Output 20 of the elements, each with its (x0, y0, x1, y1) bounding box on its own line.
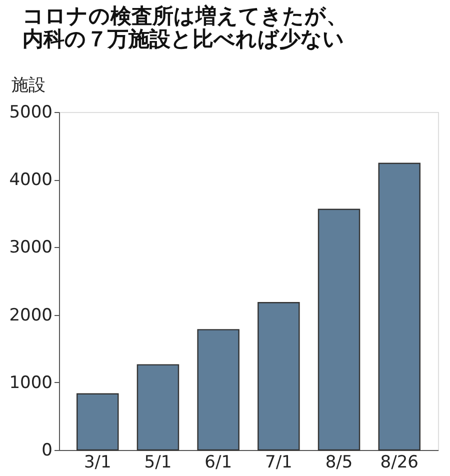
bar (197, 329, 240, 451)
x-tick-label: 7/1 (264, 452, 292, 472)
y-tick-label: 5000 (9, 102, 52, 122)
x-tick-label: 3/1 (84, 452, 112, 472)
bar (76, 393, 119, 451)
x-tick-label: 8/5 (325, 452, 353, 472)
bar (258, 302, 300, 451)
x-tick-label: 8/26 (380, 452, 418, 472)
y-tick-label: 4000 (9, 170, 52, 190)
chart-title: コロナの検査所は増えてきたが、内科の７万施設と比べれば少ない (22, 4, 348, 51)
y-tick-label: 1000 (9, 372, 52, 393)
x-tick-label: 5/1 (144, 452, 172, 472)
y-tick-label: 0 (42, 440, 52, 460)
y-tick-label: 3000 (9, 238, 52, 258)
bar (318, 208, 360, 451)
y-axis-title: 施設 (12, 76, 46, 96)
y-tick-label: 2000 (9, 305, 52, 326)
bar (136, 364, 180, 451)
bar (378, 162, 420, 451)
x-tick-label: 6/1 (204, 452, 232, 472)
